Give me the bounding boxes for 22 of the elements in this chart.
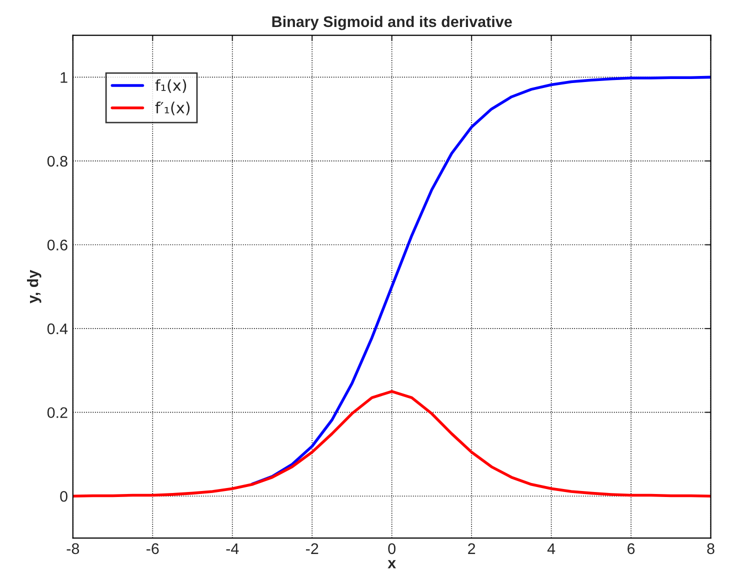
x-tick-label: 0 [388, 543, 396, 554]
x-tick-label: 8 [707, 543, 714, 554]
x-tick-label: 2 [468, 543, 476, 554]
x-tick-label: 4 [547, 543, 556, 554]
y-tick-label: 0.8 [47, 156, 68, 167]
y-tick-label: 0.6 [47, 240, 68, 250]
y-tick-label: 1 [60, 72, 68, 83]
legend-label: f₁(x) [155, 79, 186, 93]
x-tick-label: -6 [146, 543, 159, 554]
x-tick-label: -8 [66, 543, 80, 554]
x-tick-label: 6 [628, 543, 635, 554]
y-tick-label: 0.2 [47, 407, 68, 418]
x-axis-title: x [388, 560, 396, 568]
x-tick-label: -2 [306, 543, 318, 554]
x-tick-label: -4 [226, 543, 239, 554]
y-axis-title: y, dy [27, 270, 42, 304]
line-series [72, 390, 711, 498]
y-tick-label: 0.4 [47, 323, 68, 334]
line-series [250, 76, 711, 486]
y-tick-label: 0 [60, 490, 68, 502]
legend-label: f′₁(x) [155, 102, 190, 116]
chart-title: Binary Sigmoid and its derivative [272, 16, 512, 30]
